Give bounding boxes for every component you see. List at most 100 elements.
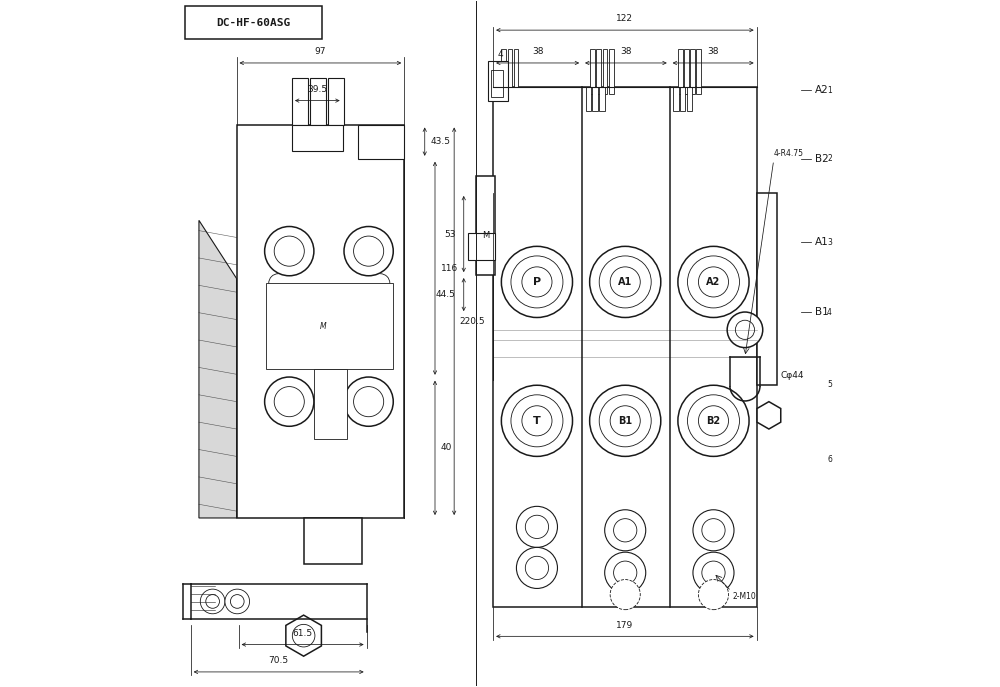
Circle shape [265,377,314,427]
Circle shape [516,548,557,589]
Text: P: P [533,277,541,287]
Circle shape [265,227,314,275]
Circle shape [610,267,640,297]
Circle shape [274,236,304,266]
Circle shape [230,595,244,608]
Text: 6: 6 [827,455,832,464]
Bar [673,87,679,111]
Circle shape [525,556,549,580]
Circle shape [698,267,729,297]
Bar [590,49,595,93]
Circle shape [610,406,640,436]
Text: 4-R4.75: 4-R4.75 [774,149,804,158]
Bar [687,87,692,111]
Circle shape [522,267,552,297]
Circle shape [516,506,557,548]
Text: B1: B1 [815,307,828,317]
Circle shape [678,385,749,456]
Bar [678,49,683,93]
Bar [599,87,605,111]
Polygon shape [757,402,781,429]
Circle shape [614,519,637,542]
Text: A2: A2 [815,85,828,95]
Bar [596,49,601,93]
Circle shape [698,406,729,436]
Circle shape [525,515,549,539]
Text: 38: 38 [532,47,543,56]
Bar [684,49,689,93]
Circle shape [354,387,384,417]
Text: 179: 179 [616,620,633,629]
Text: 61.5: 61.5 [293,629,313,638]
Text: Cφ44: Cφ44 [781,371,804,380]
Circle shape [605,510,646,551]
Circle shape [501,385,573,456]
Bar [488,61,508,100]
Text: 39.5: 39.5 [307,85,327,93]
Text: B2: B2 [706,416,721,426]
Text: 70.5: 70.5 [269,656,289,665]
Circle shape [599,256,651,308]
Bar [292,124,343,150]
Circle shape [200,589,225,613]
Text: 4: 4 [827,308,832,317]
Text: 53: 53 [444,229,456,238]
Text: M: M [320,322,327,331]
Polygon shape [286,615,321,656]
Bar [468,233,495,260]
Text: 38: 38 [620,47,632,56]
Circle shape [225,589,250,613]
Text: A2: A2 [706,277,721,287]
Bar [690,49,695,93]
Text: 4: 4 [497,50,503,59]
Text: 40: 40 [440,443,452,452]
Bar [304,518,362,564]
Text: 1: 1 [827,86,832,95]
Text: 122: 122 [616,14,633,23]
Text: 38: 38 [707,47,719,56]
Circle shape [678,247,749,317]
Text: 97: 97 [315,47,326,56]
Bar [592,87,598,111]
Bar [292,78,308,124]
Bar [586,87,591,111]
Bar [358,124,404,159]
Text: B2: B2 [815,154,828,164]
Bar [237,124,404,518]
Circle shape [501,247,573,317]
Text: 2: 2 [827,155,832,164]
Circle shape [698,580,729,609]
Bar [514,49,518,87]
Circle shape [590,247,661,317]
Circle shape [687,256,739,308]
Text: A1: A1 [815,237,828,247]
Bar [603,49,607,93]
Text: 44.5: 44.5 [436,290,456,299]
Bar [266,283,393,369]
Bar [680,87,685,111]
Circle shape [522,406,552,436]
Circle shape [354,236,384,266]
Bar [757,193,777,385]
Bar [314,369,347,439]
Circle shape [702,519,725,542]
Circle shape [318,315,340,337]
Bar [493,87,757,607]
Circle shape [206,595,219,608]
Circle shape [292,624,315,647]
Circle shape [610,580,640,609]
Text: 116: 116 [440,264,458,273]
Text: B1: B1 [618,416,632,426]
Circle shape [735,320,755,339]
Circle shape [344,377,393,427]
Text: T: T [533,416,541,426]
Text: 220.5: 220.5 [459,317,485,326]
Circle shape [274,387,304,417]
Bar [501,49,506,87]
Circle shape [511,395,563,447]
Text: DC-HF-60ASG: DC-HF-60ASG [217,18,291,27]
Text: 43.5: 43.5 [430,137,450,146]
Circle shape [344,227,393,275]
Circle shape [310,307,348,346]
Text: 2-M10: 2-M10 [733,592,756,601]
